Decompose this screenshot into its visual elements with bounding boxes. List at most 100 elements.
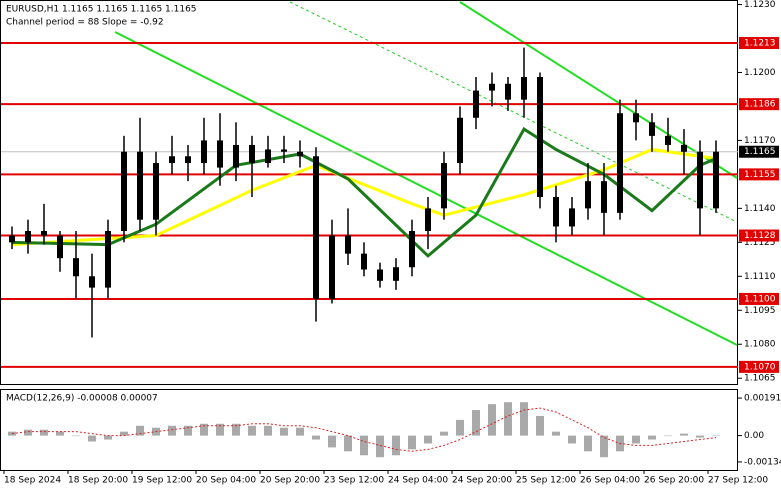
candle-body — [137, 151, 143, 220]
candle-body — [425, 208, 431, 231]
macd-bar — [648, 435, 656, 440]
candle-body — [265, 149, 271, 164]
candle-body — [185, 156, 191, 164]
macd-bar — [680, 433, 688, 436]
macd-bar — [712, 435, 720, 437]
level-tag — [739, 98, 779, 111]
channel-upper — [459, 1, 738, 179]
candle-body — [537, 77, 543, 198]
macd-bar — [456, 419, 464, 436]
level-tag — [739, 168, 779, 181]
macd-bar — [248, 425, 256, 436]
candle-body — [217, 140, 223, 168]
y-tick-label: 1.1110 — [744, 272, 776, 282]
candle-body — [457, 117, 463, 164]
macd-title: MACD(12,26,9) -0.00008 0.00007 — [6, 394, 158, 404]
level-tag — [739, 229, 779, 242]
x-tick-label: 26 Sep 04:00 — [580, 476, 640, 486]
candle-body — [249, 144, 255, 164]
macd-bar — [664, 435, 672, 437]
candle-body — [713, 151, 719, 209]
x-tick-label: 27 Sep 12:00 — [708, 476, 768, 486]
macd-bar — [424, 435, 432, 444]
candle-body — [649, 122, 655, 136]
candle-body — [201, 140, 207, 164]
macd-bar — [632, 435, 640, 444]
x-tick-label: 25 Sep 12:00 — [516, 476, 576, 486]
level-label: 1.1070 — [744, 362, 776, 372]
candle-body — [617, 113, 623, 213]
macd-bar — [696, 435, 704, 438]
level-label: 1.1155 — [744, 170, 776, 180]
candle-body — [313, 156, 319, 299]
candle-body — [121, 151, 127, 231]
candle-body — [569, 208, 575, 227]
candle-body — [665, 135, 671, 145]
candle-body — [297, 151, 303, 157]
y-tick-label: 1.1200 — [744, 68, 776, 78]
candle-body — [601, 181, 607, 213]
macd-bar — [136, 425, 144, 436]
candle-body — [233, 144, 239, 168]
candle-body — [345, 235, 351, 254]
channel-lower — [114, 31, 738, 346]
candle-body — [105, 231, 111, 288]
candle-body — [441, 163, 447, 209]
macd-bar — [56, 431, 64, 436]
candle-body — [9, 235, 15, 243]
candle-body — [681, 144, 687, 152]
y-tick-label: 0.00 — [744, 431, 764, 441]
macd-bar — [200, 423, 208, 436]
candle-body — [153, 163, 159, 220]
macd-bar — [104, 435, 112, 440]
macd-bar — [360, 435, 368, 456]
candle-body — [169, 156, 175, 164]
macd-bar — [440, 431, 448, 436]
y-tick-label: 1.1095 — [744, 306, 776, 316]
macd-bar — [40, 429, 48, 436]
macd-bar — [168, 425, 176, 436]
y-tick-label: 1.1170 — [744, 136, 776, 146]
candle-body — [633, 113, 639, 123]
y-tick-label: 1.1230 — [744, 0, 776, 10]
level-label: 1.1186 — [744, 100, 776, 110]
macd-bar — [328, 435, 336, 448]
level-tag — [739, 37, 779, 50]
macd-bar — [232, 423, 240, 436]
macd-bar — [472, 410, 480, 436]
macd-bar — [584, 435, 592, 452]
candle-body — [585, 181, 591, 209]
x-tick-label: 18 Sep 2024 — [4, 476, 61, 486]
macd-bar — [264, 425, 272, 436]
y-tick-label: 1.1125 — [744, 238, 776, 248]
candle-body — [409, 231, 415, 268]
x-tick-label: 20 Sep 04:00 — [196, 476, 256, 486]
macd-bar — [504, 402, 512, 436]
x-tick-label: 24 Sep 20:00 — [452, 476, 512, 486]
level-tag — [739, 292, 779, 305]
x-tick-label: 24 Sep 04:00 — [388, 476, 448, 486]
macd-bar — [120, 431, 128, 436]
macd-bar — [88, 435, 96, 442]
y-tick-label: -0.00134 — [744, 457, 781, 467]
x-tick-label: 26 Sep 20:00 — [644, 476, 704, 486]
macd-bar — [312, 435, 320, 440]
candle-body — [25, 231, 31, 243]
symbol-line: EURUSD,H1 1.1165 1.1165 1.1165 1.1165 — [6, 5, 197, 15]
moving-average — [11, 126, 717, 258]
channel-info: Channel period = 88 Slope = -0.92 — [6, 18, 164, 28]
candle-body — [361, 253, 367, 270]
level-tag — [739, 360, 779, 373]
x-tick-label: 20 Sep 20:00 — [260, 476, 320, 486]
macd-bar — [568, 435, 576, 444]
macd-bar — [408, 435, 416, 450]
candle-body — [41, 231, 47, 236]
y-tick-label: 1.1080 — [744, 340, 776, 350]
candle-body — [553, 197, 559, 227]
macd-bar — [552, 431, 560, 436]
level-label: 1.1213 — [744, 39, 776, 49]
candle-body — [521, 77, 527, 100]
macd-bar — [280, 427, 288, 436]
candle-body — [57, 235, 63, 259]
